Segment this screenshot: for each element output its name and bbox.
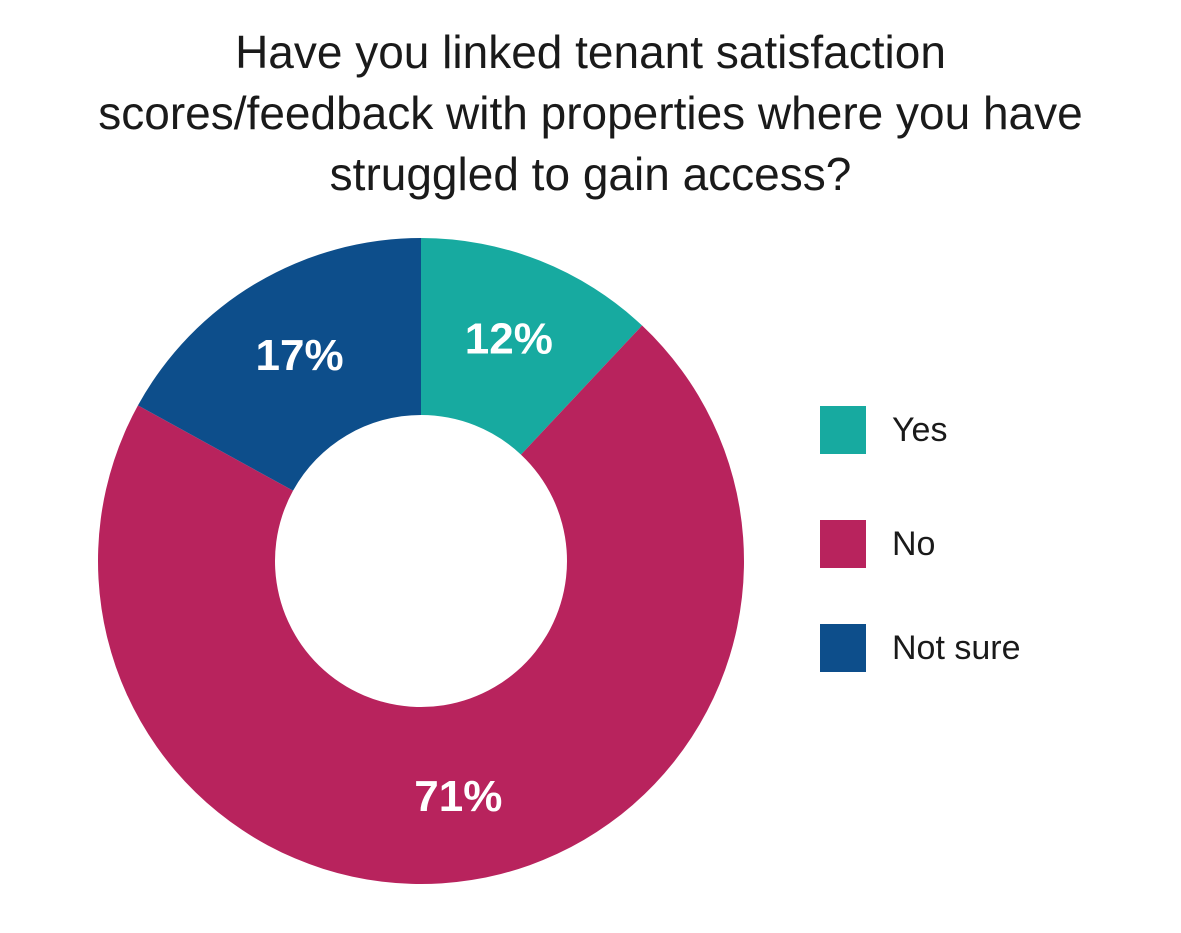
legend-item-no: No: [820, 520, 1140, 568]
legend-swatch-not-sure: [820, 624, 866, 672]
donut-slice-yes: [421, 238, 643, 455]
donut-value-label-no: 71%: [414, 772, 502, 821]
legend-item-not-sure: Not sure: [820, 624, 1140, 672]
legend-item-yes: Yes: [820, 406, 1140, 454]
chart-title-line-3: struggled to gain access?: [329, 148, 852, 200]
donut-slice-no: [97, 325, 744, 885]
donut-slices: [97, 238, 744, 885]
donut-value-label-not-sure: 17%: [256, 331, 344, 380]
donut-value-label-yes: 12%: [465, 315, 553, 364]
chart-title-line-1: Have you linked tenant satisfaction: [235, 26, 946, 78]
legend-label-yes: Yes: [892, 411, 948, 449]
legend-swatch-yes: [820, 406, 866, 454]
legend-swatch-no: [820, 520, 866, 568]
chart-title-line-2: scores/feedback with properties where yo…: [98, 87, 1083, 139]
donut-value-labels: 12% 71% 17%: [256, 315, 553, 821]
legend-label-not-sure: Not sure: [892, 629, 1021, 667]
chart-title: Have you linked tenant satisfaction scor…: [0, 22, 1181, 205]
donut-slice-not-sure: [137, 238, 421, 491]
legend-label-no: No: [892, 525, 936, 563]
